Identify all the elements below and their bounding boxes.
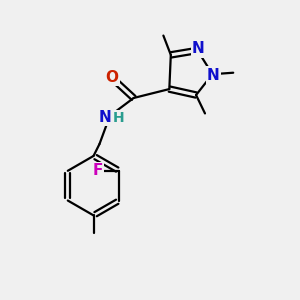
Text: O: O [106, 70, 118, 85]
Text: F: F [92, 163, 103, 178]
Text: H: H [113, 111, 124, 125]
Text: N: N [98, 110, 111, 125]
Text: N: N [207, 68, 220, 82]
Text: N: N [192, 41, 205, 56]
